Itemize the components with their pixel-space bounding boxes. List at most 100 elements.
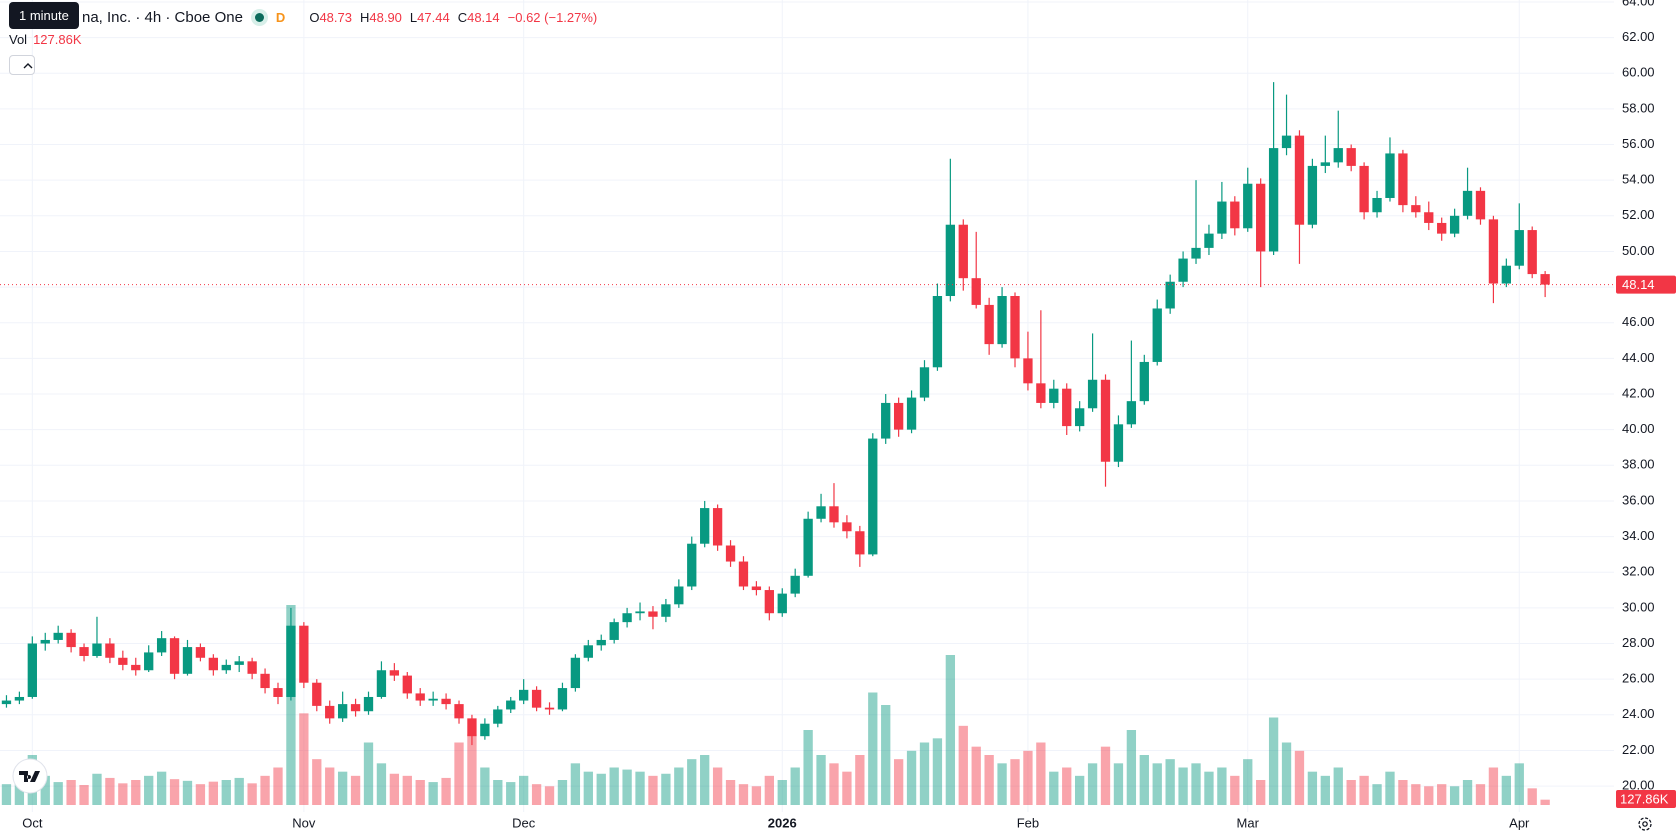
y-tick-label: 36.00	[1622, 492, 1655, 507]
candle-body	[92, 643, 102, 656]
candle	[441, 693, 451, 710]
volume-bar	[1475, 784, 1486, 805]
volume-bar	[945, 655, 956, 805]
volume-bar	[105, 777, 115, 805]
ohlc-key: L	[409, 9, 418, 25]
volume-badge	[1616, 790, 1676, 808]
candle-body	[1281, 135, 1292, 149]
candle-body	[79, 647, 89, 656]
candle	[105, 638, 115, 664]
candle-body	[389, 670, 400, 676]
candle-body	[1062, 388, 1072, 427]
y-tick-label: 54.00	[1622, 172, 1655, 187]
volume-bar	[1359, 775, 1369, 805]
candle	[260, 668, 270, 694]
volume-bar	[195, 784, 206, 805]
volume-bar	[312, 759, 322, 805]
volume-bar	[1010, 759, 1020, 805]
candle	[118, 650, 128, 671]
candle	[53, 625, 63, 644]
volume-bar	[687, 759, 697, 805]
candle	[1372, 190, 1382, 218]
volume-bar	[1075, 775, 1085, 805]
candle	[14, 691, 25, 705]
candle	[596, 634, 606, 651]
volume-bar	[1230, 775, 1240, 805]
volume-bar	[79, 785, 89, 805]
volume-bar	[40, 775, 50, 805]
candle-body	[971, 278, 981, 305]
volume-bar	[1100, 746, 1111, 805]
volume-bar	[1023, 750, 1033, 805]
candle	[1243, 167, 1253, 232]
volume-bar	[868, 692, 878, 805]
volume-bar	[376, 763, 387, 805]
candle	[1527, 226, 1537, 279]
candle-body	[609, 622, 619, 640]
candle	[893, 397, 904, 437]
candle-body	[700, 508, 710, 544]
candle	[66, 629, 76, 653]
volume-bar	[1256, 780, 1266, 805]
settings-button[interactable]	[1638, 817, 1652, 831]
candle	[1049, 379, 1059, 409]
ohlc-value: 48.73	[319, 9, 352, 25]
volume-bar	[1217, 767, 1227, 805]
candle-body	[1191, 247, 1201, 259]
volume-bar	[1527, 788, 1537, 805]
candle-body	[286, 625, 296, 697]
candle-body	[1372, 197, 1382, 213]
candle	[635, 602, 645, 621]
volume-bar	[1449, 786, 1460, 805]
collapse-button[interactable]	[9, 55, 35, 75]
candle-body	[790, 575, 800, 594]
candle-body	[1385, 153, 1395, 198]
candle-body	[1501, 265, 1511, 284]
volume-bar	[893, 759, 904, 805]
candle-body	[777, 593, 787, 614]
candle	[144, 645, 154, 673]
candle-body	[260, 673, 270, 689]
ohlc-key: O	[309, 9, 320, 25]
candle	[661, 598, 671, 623]
candle-body	[622, 613, 632, 623]
candle-body	[402, 675, 412, 694]
volume-bar	[829, 763, 839, 805]
legend-header: na, Inc. · 4h · Cboe One D O48.73 H48.90 L…	[0, 0, 597, 34]
volume-bar	[661, 773, 671, 805]
volume-bar	[234, 777, 244, 805]
candle	[337, 691, 348, 722]
candle-body	[712, 508, 723, 546]
candle	[997, 287, 1007, 348]
candle-body	[1139, 361, 1149, 402]
candle-body	[1268, 148, 1279, 252]
volume-bar	[325, 767, 335, 805]
volume-bar	[337, 771, 348, 805]
volume-bar	[1062, 767, 1072, 805]
candle	[195, 643, 206, 662]
volume-bar	[1268, 717, 1279, 805]
candle	[350, 698, 361, 717]
volume-bar	[609, 767, 619, 805]
candle-body	[299, 625, 309, 683]
candle-body	[376, 670, 387, 697]
volume-bar	[583, 771, 593, 805]
candle-body	[1075, 408, 1085, 427]
volume-bar	[635, 771, 645, 805]
volume-bar	[493, 780, 503, 805]
volume-bar	[971, 746, 981, 805]
y-tick-label: 40.00	[1622, 421, 1655, 436]
candle-body	[312, 682, 322, 706]
candle	[1398, 149, 1408, 213]
candle-body	[751, 586, 762, 591]
volume-bar	[519, 775, 529, 805]
candle-body	[531, 689, 542, 708]
volume-bar	[958, 725, 968, 805]
candle	[389, 663, 400, 681]
x-tick-label: Mar	[1237, 815, 1260, 830]
volume-bar	[803, 730, 813, 805]
ohlc-item: O48.73	[309, 10, 352, 25]
volume-bar	[596, 773, 606, 805]
candle-body	[1320, 162, 1330, 166]
y-tick-label: 24.00	[1622, 706, 1655, 721]
